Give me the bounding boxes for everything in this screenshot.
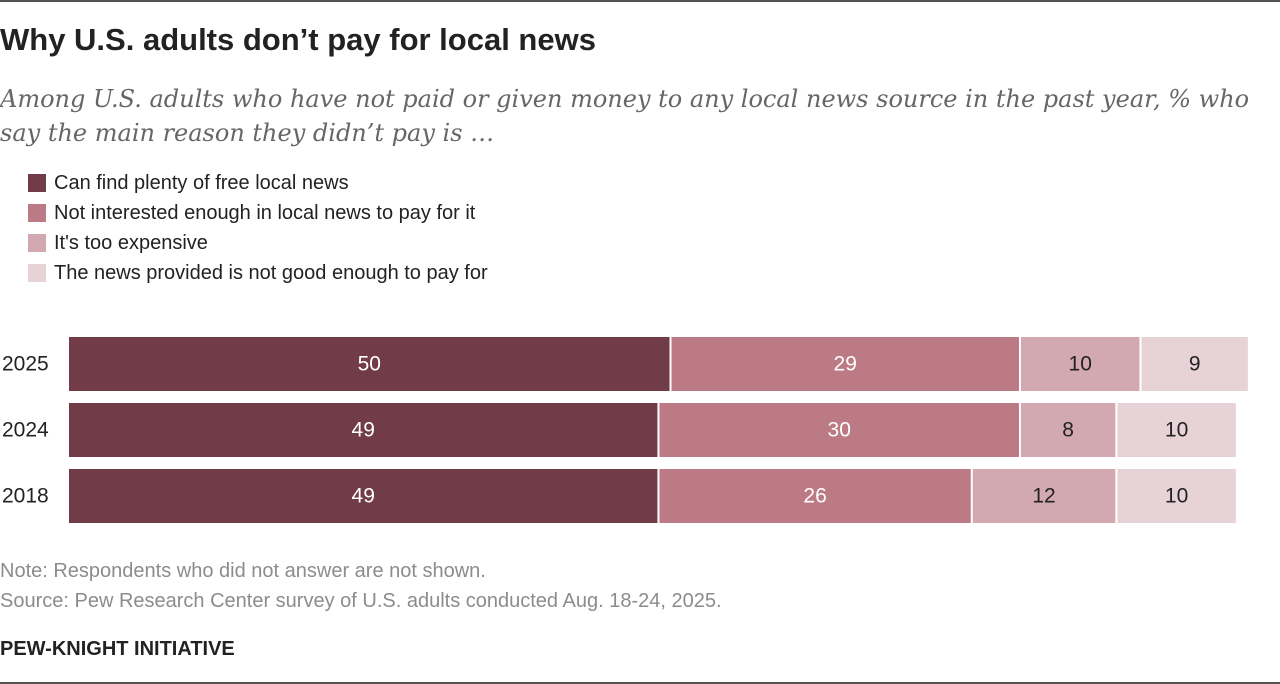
- legend-label-too-expensive: It's too expensive: [54, 231, 208, 254]
- legend-swatch-free-news: [28, 174, 46, 192]
- legend-swatch-not-good-enough: [28, 264, 46, 282]
- legend-label-not-good-enough: The news provided is not good enough to …: [54, 261, 488, 284]
- chart-title: Why U.S. adults don’t pay for local news: [0, 22, 596, 57]
- bar-value-label-2025-series-3: 9: [1189, 353, 1201, 376]
- legend-item-too-expensive: It's too expensive: [28, 228, 488, 258]
- bar-value-label-2025-series-0: 50: [358, 353, 381, 376]
- bar-value-label-2018-series-1: 26: [803, 485, 826, 508]
- bar-value-label-2025-series-1: 29: [834, 353, 857, 376]
- bar-segment-2025-series-0: [69, 337, 670, 391]
- legend: Can find plenty of free local news Not i…: [28, 168, 488, 288]
- bar-value-label-2024-series-1: 30: [828, 419, 851, 442]
- legend-item-not-good-enough: The news provided is not good enough to …: [28, 258, 488, 288]
- bar-segment-2018-series-3: [1117, 469, 1236, 523]
- bar-segment-2018-series-2: [972, 469, 1116, 523]
- brand-label: PEW-KNIGHT INITIATIVE: [0, 638, 235, 660]
- footnote: Note: Respondents who did not answer are…: [0, 560, 486, 582]
- source-line: Source: Pew Research Center survey of U.…: [0, 590, 722, 612]
- bar-value-label-2024-series-3: 10: [1165, 419, 1188, 442]
- legend-swatch-not-interested: [28, 204, 46, 222]
- bar-segment-2025-series-3: [1141, 337, 1248, 391]
- year-label-2024: 2024: [2, 419, 49, 442]
- legend-label-free-news: Can find plenty of free local news: [54, 171, 349, 194]
- legend-swatch-too-expensive: [28, 234, 46, 252]
- bar-segment-2024-series-3: [1117, 403, 1236, 457]
- bar-value-label-2018-series-3: 10: [1165, 485, 1188, 508]
- bar-segment-2024-series-1: [659, 403, 1019, 457]
- chart-subtitle: Among U.S. adults who have not paid or g…: [0, 85, 1250, 147]
- bar-value-label-2024-series-0: 49: [352, 419, 375, 442]
- bar-value-label-2018-series-2: 12: [1032, 485, 1055, 508]
- bar-segment-2024-series-0: [69, 403, 658, 457]
- stacked-bar-chart: 2025 50 29 10 9 2024 49 30 8 10 2018 49 26 12 10: [2, 337, 1248, 523]
- legend-item-not-interested: Not interested enough in local news to p…: [28, 198, 488, 228]
- bottom-rule: [0, 682, 1280, 684]
- bar-value-label-2025-series-2: 10: [1069, 353, 1092, 376]
- bar-segment-2018-series-1: [659, 469, 971, 523]
- bar-segment-2018-series-0: [69, 469, 658, 523]
- bar-value-label-2024-series-2: 8: [1062, 419, 1074, 442]
- year-label-2018: 2018: [2, 485, 49, 508]
- legend-item-free-news: Can find plenty of free local news: [28, 168, 488, 198]
- top-rule: [0, 0, 1280, 2]
- legend-label-not-interested: Not interested enough in local news to p…: [54, 201, 476, 224]
- bar-segment-2024-series-2: [1020, 403, 1116, 457]
- bar-value-label-2018-series-0: 49: [352, 485, 375, 508]
- year-label-2025: 2025: [2, 353, 49, 376]
- bar-segment-2025-series-2: [1020, 337, 1140, 391]
- bar-segment-2025-series-1: [671, 337, 1019, 391]
